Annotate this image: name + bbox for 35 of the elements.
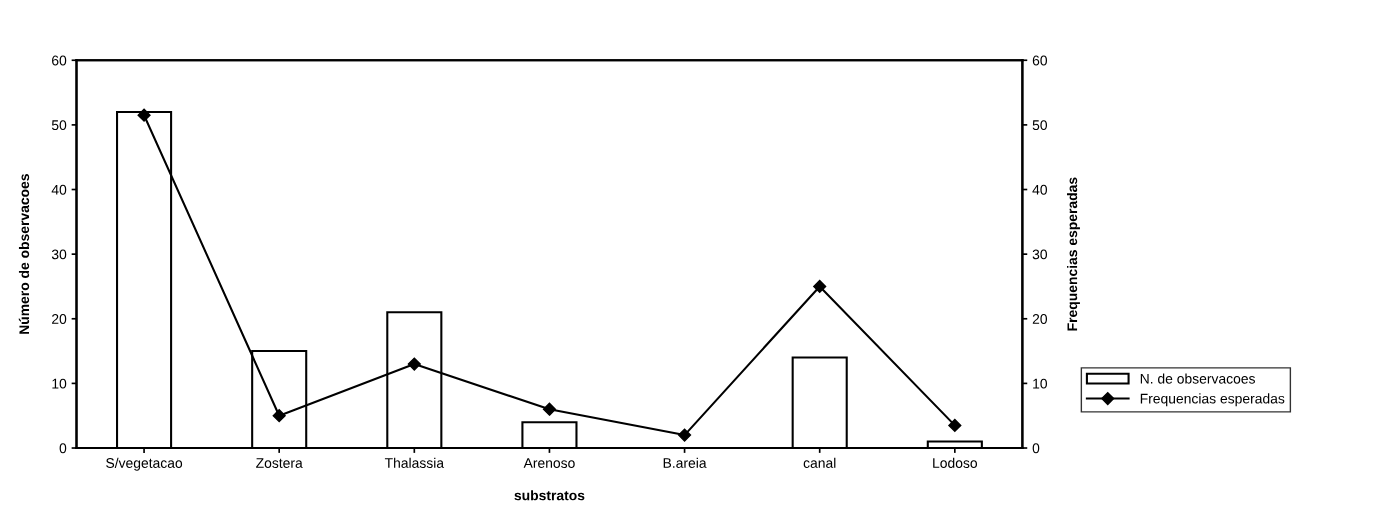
y2-tick-label: 30 — [1032, 249, 1048, 260]
y2-axis-title: Frequencias esperadas — [1067, 177, 1080, 331]
bar — [521, 421, 578, 449]
y2-tick-label: 40 — [1032, 184, 1048, 195]
legend-label: Frequencias esperadas — [1140, 393, 1285, 407]
x-tick-label: Lodoso — [933, 457, 978, 468]
point — [677, 428, 692, 442]
x-tick-label: Thalassia — [384, 457, 445, 468]
y2-tick-label: 50 — [1032, 120, 1048, 131]
x-tick-label: S/vegetacao — [106, 457, 183, 471]
x-axis-title: substratos — [514, 490, 585, 501]
y2-tick-label: 10 — [1033, 378, 1048, 389]
y-tick-label: 60 — [52, 55, 67, 66]
y-tick-label: 20 — [52, 314, 67, 324]
x-tick-label: canal — [803, 457, 836, 468]
point — [407, 357, 421, 371]
point — [948, 418, 962, 432]
y2-tick-label: 0 — [1032, 443, 1040, 454]
legend-label: N. de observacoes — [1140, 373, 1255, 384]
bar — [791, 356, 848, 449]
point — [272, 409, 286, 423]
y2-tick-label: 60 — [1032, 55, 1048, 66]
x-tick-label: Zostera — [256, 458, 303, 468]
point — [542, 402, 557, 416]
y-tick-label: 30 — [51, 249, 67, 260]
y-tick-label: 10 — [52, 378, 67, 389]
x-tick-label: Arenoso — [523, 458, 575, 468]
y-tick-label: 50 — [51, 120, 67, 131]
x-tick-label: B.areia — [663, 457, 707, 468]
point — [137, 108, 151, 122]
point — [813, 279, 827, 294]
y-axis-title: Número de observacoes — [18, 174, 30, 334]
y2-tick-label: 20 — [1032, 314, 1048, 324]
y-tick-label: 0 — [59, 443, 67, 454]
y-tick-label: 40 — [51, 184, 67, 195]
